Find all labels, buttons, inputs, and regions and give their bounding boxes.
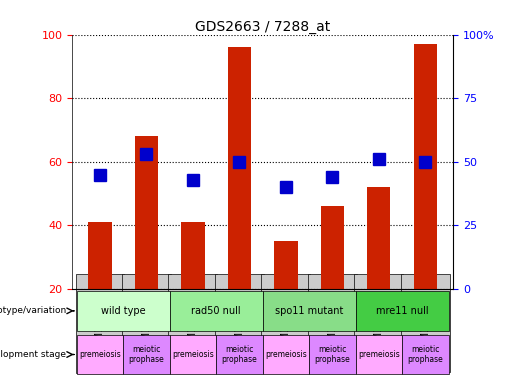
Bar	[216, 335, 263, 374]
Bar	[309, 335, 355, 374]
Bar	[321, 206, 344, 289]
Text: premeiosis: premeiosis	[358, 350, 400, 359]
Text: rad50 null: rad50 null	[192, 306, 241, 316]
Bar	[135, 136, 158, 289]
Bar	[355, 291, 449, 331]
Bar	[402, 335, 449, 374]
Text: mre11 null: mre11 null	[376, 306, 428, 316]
Bar	[77, 291, 170, 331]
Text: spo11 mutant: spo11 mutant	[275, 306, 344, 316]
Text: meiotic
prophase: meiotic prophase	[407, 345, 443, 364]
Text: meiotic
prophase: meiotic prophase	[221, 345, 258, 364]
Bar	[355, 335, 402, 374]
Bar	[367, 187, 390, 289]
Text: wild type: wild type	[101, 306, 146, 316]
Text: meiotic
prophase: meiotic prophase	[315, 345, 350, 364]
Bar	[77, 335, 123, 374]
Bar	[170, 291, 263, 331]
Bar	[181, 222, 204, 289]
Bar	[228, 47, 251, 289]
Title: GDS2663 / 7288_at: GDS2663 / 7288_at	[195, 20, 330, 33]
Bar	[170, 335, 216, 374]
Text: premeiosis: premeiosis	[265, 350, 307, 359]
Bar	[89, 222, 112, 289]
Text: premeiosis: premeiosis	[79, 350, 121, 359]
Text: genotype/variation: genotype/variation	[0, 306, 72, 315]
Bar	[123, 335, 170, 374]
Bar	[274, 241, 298, 289]
Text: premeiosis: premeiosis	[172, 350, 214, 359]
Bar	[414, 44, 437, 289]
Bar	[263, 335, 309, 374]
Text: meiotic
prophase: meiotic prophase	[129, 345, 164, 364]
Text: development stage: development stage	[0, 350, 72, 359]
Bar	[263, 291, 355, 331]
